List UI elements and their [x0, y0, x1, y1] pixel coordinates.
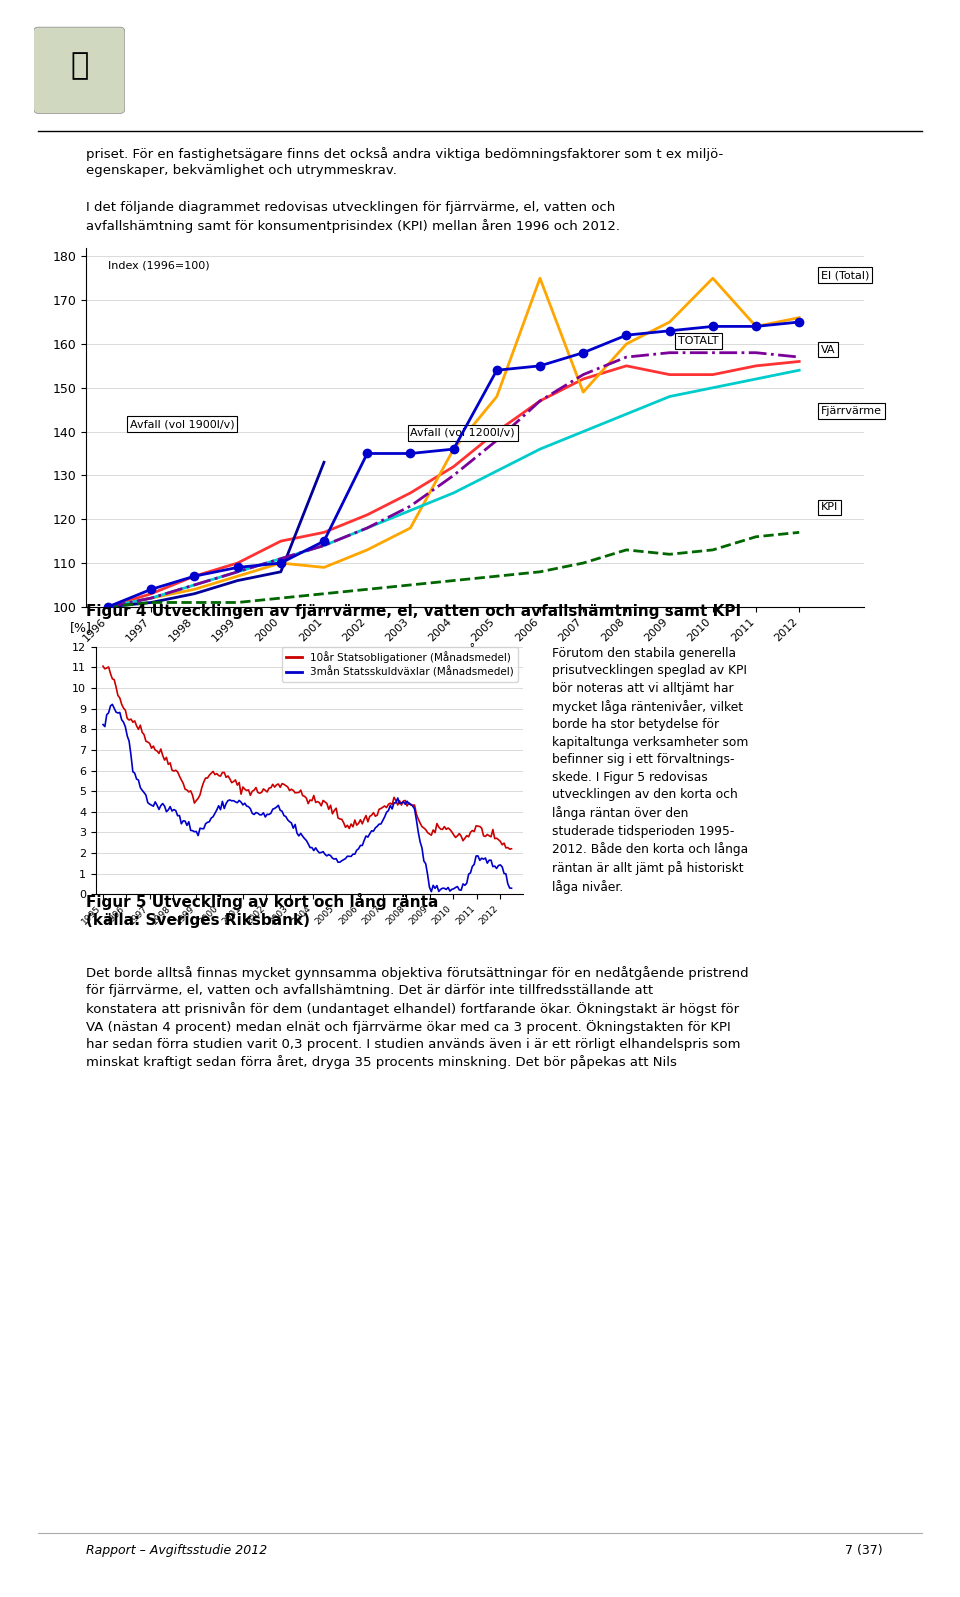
Text: Rapport – Avgiftsstudie 2012: Rapport – Avgiftsstudie 2012 — [86, 1544, 268, 1557]
Text: Avfall (vol 1900l/v): Avfall (vol 1900l/v) — [130, 418, 234, 430]
Text: KPI: KPI — [821, 503, 838, 513]
Text: (källa: Sveriges Riksbank): (källa: Sveriges Riksbank) — [86, 912, 310, 928]
Text: ☞: ☞ — [69, 50, 104, 86]
Text: Förutom den stabila generella
prisutvecklingen speglad av KPI
bör noteras att vi: Förutom den stabila generella prisutveck… — [552, 647, 749, 894]
X-axis label: År: År — [468, 645, 482, 658]
Text: VA: VA — [821, 345, 835, 355]
Text: Fjärrvärme: Fjärrvärme — [821, 406, 882, 417]
FancyBboxPatch shape — [34, 27, 125, 113]
Text: avfallshämtning samt för konsumentprisindex (KPI) mellan åren 1996 och 2012.: avfallshämtning samt för konsumentprisin… — [86, 219, 620, 233]
Text: egenskaper, bekvämlighet och utrymmeskrav.: egenskaper, bekvämlighet och utrymmeskra… — [86, 164, 397, 177]
Text: Index (1996=100): Index (1996=100) — [108, 260, 209, 270]
Text: Avfall (vol 1200l/v): Avfall (vol 1200l/v) — [410, 428, 515, 438]
Text: 🐦: 🐦 — [70, 51, 88, 80]
Text: Figur 5 Utveckling av kort och lång ränta: Figur 5 Utveckling av kort och lång ränt… — [86, 893, 439, 910]
Text: TOTALT: TOTALT — [678, 335, 719, 347]
Text: El (Total): El (Total) — [821, 270, 869, 279]
Text: Det borde alltså finnas mycket gynnsamma objektiva förutsättningar för en nedåtg: Det borde alltså finnas mycket gynnsamma… — [86, 966, 749, 1070]
Text: Figur 4 Utvecklingen av fjärrvärme, el, vatten och avfallshämtning samt KPI: Figur 4 Utvecklingen av fjärrvärme, el, … — [86, 604, 741, 620]
Text: 7 (37): 7 (37) — [845, 1544, 882, 1557]
Text: I det följande diagrammet redovisas utvecklingen för fjärrvärme, el, vatten och: I det följande diagrammet redovisas utve… — [86, 201, 615, 214]
Text: [%]: [%] — [70, 621, 92, 634]
Text: priset. För en fastighetsägare finns det också andra viktiga bedömningsfaktorer : priset. För en fastighetsägare finns det… — [86, 147, 724, 161]
Legend: 10år Statsobligationer (Månadsmedel), 3mån Statsskuldväxlar (Månadsmedel): 10år Statsobligationer (Månadsmedel), 3m… — [282, 647, 518, 682]
